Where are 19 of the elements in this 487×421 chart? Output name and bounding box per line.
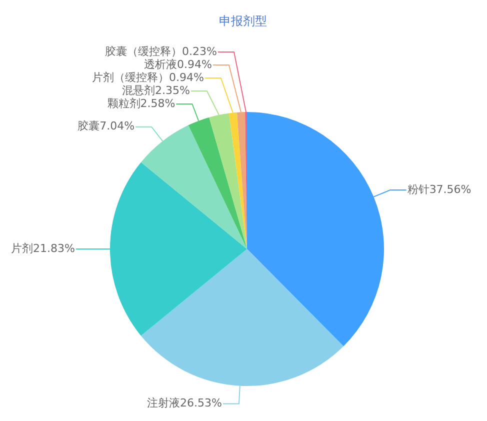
- data-label: 2.58%: [140, 96, 176, 110]
- slice-label: 混悬剂: [122, 84, 155, 97]
- data-label: 0.94%: [168, 70, 204, 84]
- data-label: 26.53%: [180, 396, 222, 410]
- slice-label: 粉针: [407, 182, 430, 196]
- data-label: 2.35%: [154, 84, 190, 97]
- slice-label: 注射液: [147, 396, 180, 410]
- data-label: 7.04%: [100, 120, 135, 133]
- slice-label: 胶囊（缓控释）: [105, 44, 182, 58]
- data-label: 0.94%: [177, 58, 212, 71]
- chart-title: 申报剂型: [219, 14, 267, 28]
- slice-label: 片剂（缓控释）: [92, 70, 169, 84]
- data-label: 21.83%: [33, 242, 75, 255]
- data-label: 37.56%: [429, 182, 472, 196]
- slice-label: 片剂: [11, 242, 34, 255]
- slice-label: 透析液: [144, 58, 178, 71]
- data-label: 0.23%: [182, 44, 218, 58]
- slice-label: 颗粒剂: [107, 96, 140, 110]
- slice-label: 胶囊: [78, 120, 100, 133]
